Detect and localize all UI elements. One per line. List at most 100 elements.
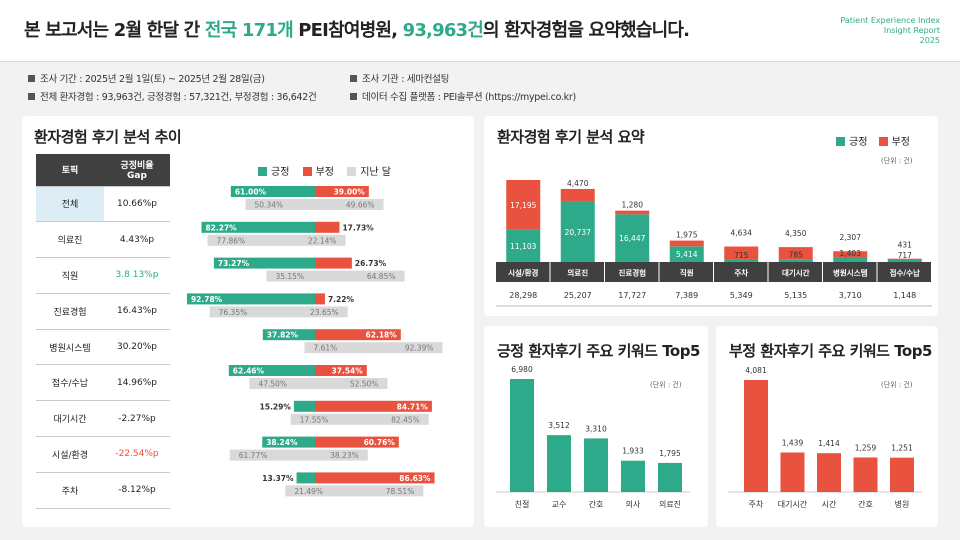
keyword-label: 간호: [589, 499, 604, 509]
label-positive: 785: [789, 251, 804, 260]
table-row: 병원시스템 30.20%p: [36, 329, 170, 366]
bar-negative: [833, 251, 868, 258]
bar-negative: [560, 188, 595, 202]
legend-swatch-positive: [836, 137, 845, 146]
topic-cell: 병원시스템: [36, 329, 104, 366]
bar-positive: [833, 257, 868, 262]
gap-cell: 30.20%p: [104, 329, 170, 366]
bar-positive: [615, 214, 650, 262]
label-negative: 39.00%: [334, 188, 366, 197]
summary-unit: (단위 : 건): [881, 157, 913, 165]
keyword-label: 간호: [858, 499, 873, 509]
label-negative: 431: [898, 241, 913, 250]
legend-swatch-negative: [302, 167, 312, 176]
keyword-value: 1,259: [855, 443, 877, 452]
table-row: 진료경험 16.43%p: [36, 293, 170, 330]
bar-previous-positive: [290, 413, 315, 425]
total-label: 7,389: [675, 291, 698, 300]
info-text: 전체 환자경험 : 93,963건, 긍정경험 : 57,321건, 부정경험 …: [40, 92, 317, 103]
label-positive: 5,414: [676, 250, 698, 259]
label-negative: 17,195: [510, 201, 536, 210]
bar-negative: [887, 258, 922, 260]
negative-keyword-chart: 4,081 주차 1,439 대기시간 1,414 시간 1,259 간호 1,251 병원: [728, 366, 922, 509]
category-label: 직원: [680, 268, 694, 278]
gap-cell: 10.66%p: [104, 186, 170, 223]
legend-label: 지난 달: [360, 167, 391, 178]
bar-positive: [230, 186, 315, 197]
label-negative: 4,634: [731, 229, 753, 238]
bar-positive: [186, 293, 315, 305]
label-previous-positive: 50.34%: [255, 201, 284, 210]
legend-label: 긍정: [271, 167, 290, 178]
label-positive: 1,403: [840, 249, 862, 258]
info-platform: 데이터 수집 플랫폼 : PEI솔루션 (https://mypei.co.kr…: [350, 89, 576, 103]
topic-table: 토픽 긍정비율 Gap 전체 10.66%p 의료진 4.43%p 직원 3.8 13%p 진…: [36, 154, 170, 509]
label-previous-negative: 92.39%: [405, 344, 434, 353]
total-label: 28,298: [509, 291, 537, 300]
total-label: 5,349: [730, 291, 753, 300]
bar-positive: [560, 201, 595, 262]
label-positive: 92.78%: [191, 295, 223, 304]
label-positive: 38.24%: [266, 438, 298, 447]
total-label: 3,710: [839, 291, 862, 300]
keyword-bar: [584, 438, 608, 492]
label-previous-positive: 61.77%: [239, 451, 268, 460]
headline-text-mid: PEI참여병원,: [292, 20, 403, 41]
label-previous-negative: 78.51%: [386, 487, 415, 496]
label-negative: 60.76%: [364, 438, 396, 447]
label-negative: 4,350: [785, 229, 807, 238]
trend-legend: 긍정 부정 지난 달: [258, 163, 391, 178]
label-negative: 7.22%: [328, 295, 355, 304]
label-previous-positive: 76.35%: [219, 308, 248, 317]
bar-positive: [262, 436, 315, 448]
trend-title: 환자경험 후기 분석 추이: [34, 128, 182, 146]
label-negative: 37.54%: [332, 367, 364, 376]
keyword-bar: [658, 462, 682, 492]
gap-cell: -8.12%p: [104, 472, 170, 509]
total-count: 93,963건: [402, 20, 484, 41]
keyword-bar: [744, 380, 768, 492]
bar-positive: [669, 246, 704, 262]
keyword-label: 의료진: [659, 499, 681, 509]
topic-cell: 접수/수납: [36, 364, 104, 402]
keyword-bar: [510, 379, 534, 492]
headline-text-end: 의 환자경험을 요약했습니다.: [483, 20, 690, 41]
hospital-count: 전국 171개: [204, 20, 294, 41]
bar-negative: [724, 246, 759, 260]
category-label: 진료경험: [618, 268, 646, 278]
category-label: 접수/수납: [890, 268, 920, 278]
label-previous-positive: 17.55%: [300, 415, 329, 424]
bar-negative: [778, 247, 813, 260]
topic-cell: 시설/환경: [36, 436, 104, 473]
brand-line: Patient Experience Index: [840, 16, 940, 25]
topic-cell: 주차: [36, 472, 104, 509]
table-row: 접수/수납 14.96%p: [36, 364, 170, 402]
keyword-label: 대기시간: [778, 499, 808, 509]
headline-text: 본 보고서는 2월 한달 간: [24, 20, 205, 41]
label-positive: 717: [898, 251, 913, 260]
category-cell: [877, 262, 931, 282]
bar-previous-positive: [304, 342, 315, 354]
keyword-value: 1,251: [891, 444, 913, 453]
label-positive: 20,737: [565, 228, 591, 237]
table-row: 대기시간 -2.27%p: [36, 400, 170, 438]
bar-negative: [669, 240, 704, 247]
keyword-bar: [853, 457, 878, 492]
bar-positive: [201, 221, 315, 233]
bar-positive: [778, 259, 813, 262]
label-positive: 15.29%: [260, 402, 292, 411]
bar-negative: [315, 436, 399, 448]
gap-cell: -2.27%p: [104, 400, 170, 438]
label-previous-positive: 21.49%: [294, 487, 323, 496]
label-positive: 37.82%: [267, 331, 299, 340]
bar-negative: [315, 186, 369, 197]
bar-previous-positive: [266, 270, 315, 282]
bar-negative: [315, 472, 435, 484]
keyword-value: 6,980: [511, 365, 533, 374]
label-positive: 715: [734, 251, 749, 260]
category-cell: [823, 262, 877, 282]
topic-cell: 진료경험: [36, 293, 104, 330]
bar-previous-positive: [245, 199, 315, 210]
bullet-icon: [350, 75, 357, 82]
